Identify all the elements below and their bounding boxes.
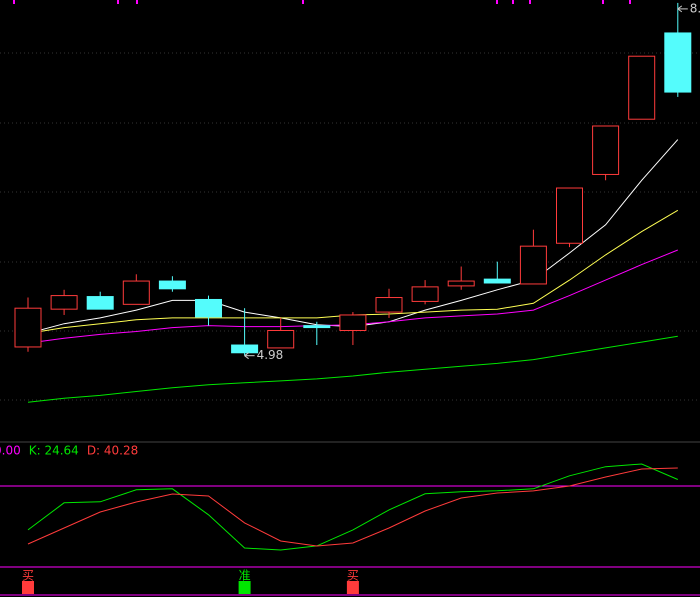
candle-body (664, 32, 692, 93)
candle-body (50, 295, 78, 310)
marker (629, 0, 631, 4)
marker (117, 0, 119, 4)
marker (136, 0, 138, 4)
candle-body (86, 296, 114, 310)
signal-box (238, 581, 251, 594)
kdj-header: D: 40.28 (87, 444, 138, 458)
marker (302, 0, 304, 4)
marker (602, 0, 604, 4)
kdj-header: 0.00 (0, 444, 21, 458)
signal-label: 买 (22, 569, 34, 583)
marker (529, 0, 531, 4)
signal-box (22, 581, 34, 594)
candle-body (411, 286, 439, 302)
candle-body (231, 344, 259, 354)
marker (13, 0, 15, 4)
annotation: 4.98 (257, 348, 284, 362)
ma-line (27, 335, 678, 403)
annotation: 8. (690, 1, 700, 15)
candle-body (447, 280, 475, 287)
candle-body (14, 307, 42, 348)
marker (496, 0, 498, 4)
kdj-header: K: 24.64 (29, 444, 79, 458)
candle-body (122, 280, 150, 305)
candle-body (158, 280, 186, 290)
signal-label: 买 (347, 569, 359, 583)
annotation-arrowhead (244, 352, 249, 360)
marker (512, 0, 514, 4)
signal-box (346, 581, 359, 594)
candle-body (519, 245, 547, 285)
candle-body (375, 297, 403, 313)
candle-body (339, 314, 367, 331)
candle-body (483, 278, 511, 284)
signal-label: 准 (239, 569, 251, 583)
background-grid (0, 52, 700, 401)
candle-body (195, 298, 222, 318)
kdj-line (27, 467, 678, 547)
top-markers (13, 0, 631, 4)
candle-body (628, 55, 656, 120)
candle-body (556, 187, 583, 244)
candle-body (267, 329, 295, 349)
candle-body (303, 325, 331, 329)
annotation-arrowhead (677, 5, 683, 13)
candle-body (592, 125, 620, 175)
kdj-line (27, 463, 678, 551)
